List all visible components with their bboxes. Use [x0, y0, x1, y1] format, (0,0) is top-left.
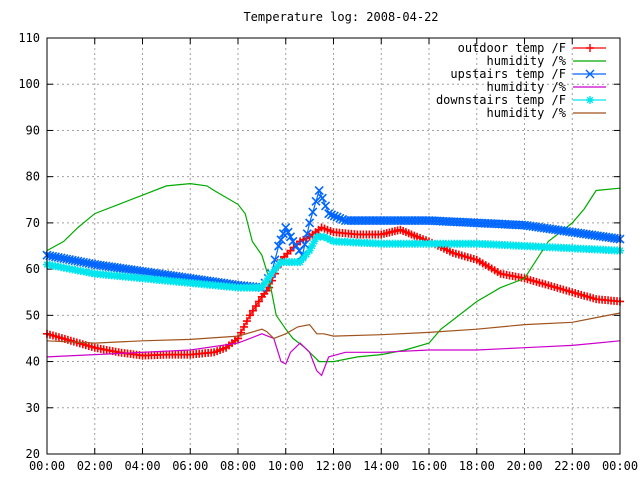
series-line	[46, 312, 621, 344]
data-point	[319, 232, 328, 241]
data-point	[248, 306, 257, 315]
data-point	[283, 227, 293, 237]
series-6	[46, 312, 621, 344]
plot-frame	[46, 37, 621, 455]
data-point	[326, 210, 337, 220]
series-line	[46, 182, 621, 363]
y-tick-label: 100	[18, 77, 40, 91]
data-point	[281, 222, 291, 233]
data-point	[276, 235, 286, 245]
series-layer	[42, 182, 625, 377]
series-line	[46, 333, 621, 377]
data-point	[317, 193, 327, 203]
x-tick-label: 00:00	[602, 459, 638, 473]
data-point	[265, 283, 274, 292]
x-tick-label: 12:00	[315, 459, 351, 473]
data-point	[261, 278, 270, 287]
data-point	[273, 262, 282, 271]
x-tick-label: 10:00	[268, 459, 304, 473]
data-point	[311, 196, 321, 206]
legend-marker	[585, 69, 595, 79]
series-5	[43, 232, 624, 292]
axes: 00:00 02:00 04:00 06:00 08:00 10:00 12:00 14:00…	[18, 31, 638, 473]
legend-label: humidity /%	[487, 106, 567, 120]
chart-title: Temperature log: 2008-04-22	[243, 10, 438, 24]
data-point	[305, 246, 314, 255]
x-tick-label: 04:00	[124, 459, 160, 473]
y-tick-label: 60	[26, 262, 40, 276]
data-point	[257, 283, 266, 292]
legend-marker	[586, 96, 594, 104]
y-tick-label: 50	[26, 308, 40, 322]
y-tick-label: 110	[18, 31, 40, 45]
data-point	[308, 207, 318, 217]
legend-label: humidity /%	[487, 80, 567, 94]
data-point	[300, 239, 310, 250]
data-point	[302, 250, 311, 259]
y-tick-label: 40	[26, 355, 40, 369]
x-tick-label: 06:00	[172, 459, 208, 473]
data-point	[305, 218, 315, 228]
data-point	[264, 274, 273, 283]
data-point	[314, 185, 324, 196]
x-tick-label: 02:00	[77, 459, 113, 473]
data-point	[251, 302, 260, 311]
data-point	[326, 235, 335, 244]
data-point	[242, 317, 251, 326]
data-point	[296, 258, 305, 267]
grid-lines	[47, 38, 620, 454]
x-tick-label: 16:00	[411, 459, 447, 473]
data-point	[267, 269, 276, 278]
x-tick-label: 18:00	[459, 459, 495, 473]
data-point	[299, 254, 308, 263]
series-2	[46, 182, 621, 363]
data-point	[274, 241, 284, 251]
data-point	[239, 322, 248, 331]
x-tick-label: 20:00	[506, 459, 542, 473]
data-point	[329, 211, 339, 221]
data-point	[285, 232, 296, 242]
x-tick-label: 00:00	[29, 459, 65, 473]
x-tick-label: 08:00	[220, 459, 256, 473]
data-point	[291, 241, 301, 251]
data-point	[302, 229, 312, 239]
data-point	[335, 213, 345, 223]
data-point	[323, 234, 332, 243]
data-point	[254, 297, 263, 306]
y-tick-label: 30	[26, 401, 40, 415]
legend-label: outdoor temp /F	[458, 41, 566, 55]
legend-label: humidity /%	[487, 54, 567, 68]
data-point	[310, 237, 319, 246]
data-point	[324, 209, 334, 219]
legend-label: upstairs temp /F	[450, 67, 566, 81]
y-tick-label: 80	[26, 170, 40, 184]
y-tick-label: 20	[26, 447, 40, 461]
data-point	[245, 311, 254, 320]
legend-marker	[586, 44, 594, 52]
legend-label: downstairs temp /F	[436, 93, 566, 107]
data-point	[288, 236, 298, 246]
data-point	[320, 201, 331, 211]
y-tick-label: 90	[26, 123, 40, 137]
data-point	[270, 265, 279, 274]
y-tick-label: 70	[26, 216, 40, 230]
data-point	[308, 242, 317, 250]
series-4	[46, 333, 621, 377]
x-tick-label: 22:00	[554, 459, 590, 473]
data-point	[332, 212, 342, 222]
x-tick-label: 14:00	[363, 459, 399, 473]
